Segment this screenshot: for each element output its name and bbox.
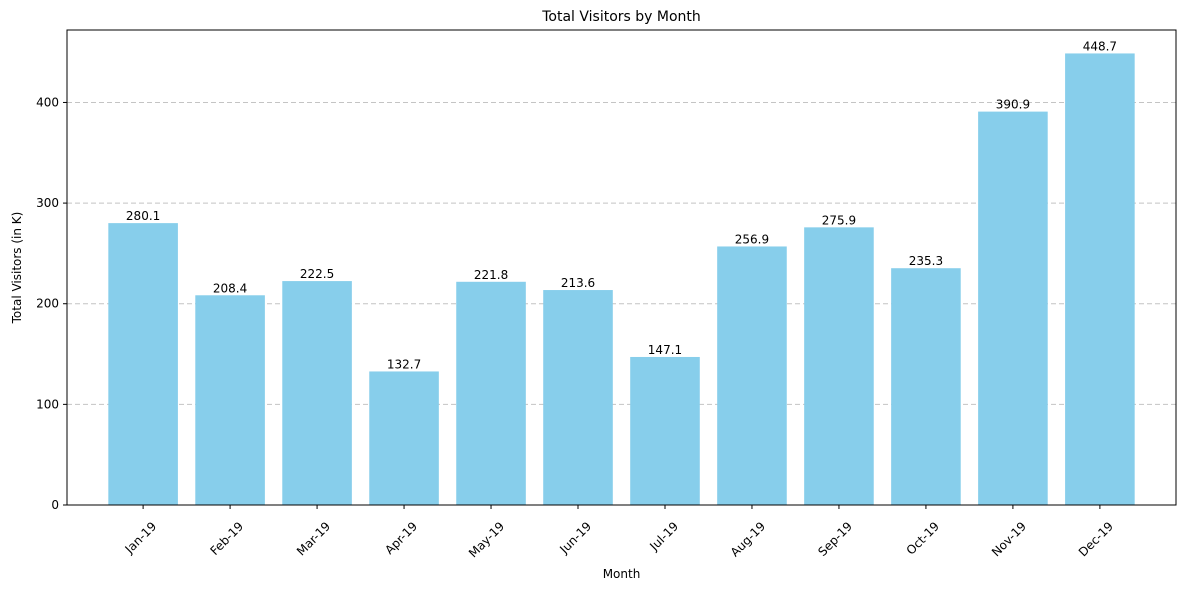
bars (108, 53, 1135, 506)
y-axis-ticks: 0 100 200 300 400 (36, 95, 67, 512)
bar-value-label: 448.7 (1083, 39, 1117, 53)
bar-value-label: 147.1 (648, 343, 682, 357)
bar (195, 295, 265, 505)
bar (282, 281, 352, 505)
bar-value-label: 256.9 (735, 232, 769, 246)
bar-value-label: 213.6 (561, 276, 595, 290)
bar (369, 371, 439, 505)
y-tick-label: 400 (36, 95, 59, 109)
x-tick-label: Jul-19 (646, 519, 681, 554)
bar-value-label: 275.9 (822, 213, 856, 227)
bar-value-label: 132.7 (387, 357, 421, 371)
bar-value-label: 222.5 (300, 267, 334, 281)
bar (630, 356, 700, 505)
bar-value-label: 390.9 (996, 98, 1030, 112)
bar (108, 223, 178, 506)
y-tick-label: 100 (36, 397, 59, 411)
bar (543, 290, 613, 505)
x-tick-label: May-19 (466, 519, 507, 560)
x-tick-label: Nov-19 (989, 519, 1029, 559)
x-axis-ticks: Jan-19 Feb-19 Mar-19 Apr-19 May-19 Jun-19 Jul-… (122, 505, 1116, 560)
plot-frame (66, 29, 1177, 506)
bar (1065, 53, 1135, 506)
bar (717, 246, 787, 505)
x-tick-label: Oct-19 (904, 519, 942, 557)
x-axis-label: Month (603, 567, 641, 581)
bar (891, 268, 961, 505)
x-tick-label: Jan-19 (122, 519, 160, 557)
x-tick-label: Sep-19 (815, 519, 855, 559)
bar (456, 281, 526, 505)
data-labels: 280.1 208.4 222.5 132.7 221.8 213.6 147.1 256.9… (126, 39, 1117, 371)
bar-value-label: 221.8 (474, 268, 508, 282)
y-tick-label: 200 (36, 297, 59, 311)
y-tick-label: 0 (51, 498, 59, 512)
x-tick-label: Feb-19 (207, 519, 246, 558)
bar-value-label: 208.4 (213, 281, 247, 295)
bar (804, 227, 874, 505)
x-tick-label: Apr-19 (382, 519, 420, 557)
x-tick-label: Aug-19 (728, 519, 768, 559)
bar-value-label: 280.1 (126, 209, 160, 223)
bar-value-label: 235.3 (909, 254, 943, 268)
x-tick-label: Mar-19 (294, 519, 333, 558)
y-tick-label: 300 (36, 196, 59, 210)
x-tick-label: Jun-19 (556, 519, 594, 557)
x-tick-label: Dec-19 (1076, 519, 1116, 559)
chart-title: Total Visitors by Month (541, 9, 701, 25)
bar (978, 111, 1048, 505)
y-axis-label: Total Visitors (in K) (10, 212, 24, 325)
